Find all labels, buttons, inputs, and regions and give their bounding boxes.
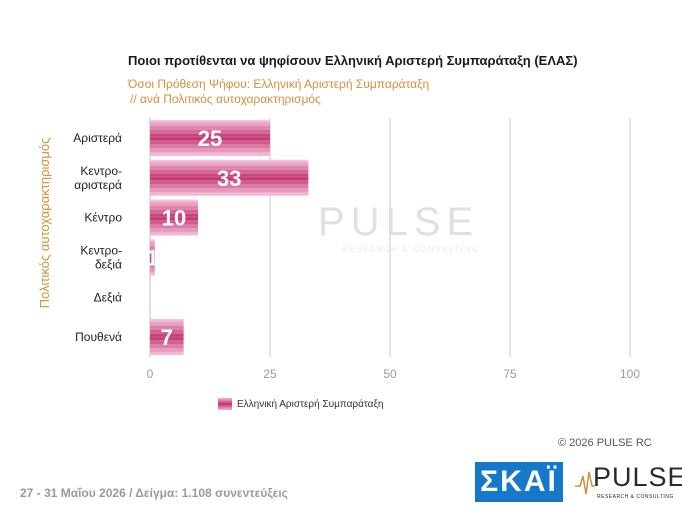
- data-label: 33: [217, 166, 241, 191]
- x-tick-label: 75: [503, 367, 517, 381]
- category-label: Αριστερά: [73, 131, 122, 145]
- bar-texture: [150, 159, 309, 196]
- survey-footer: 27 - 31 Μαΐου 2026 / Δείγμα: 1.108 συνεν…: [20, 486, 288, 500]
- subtitle-line-1: Όσοι Πρόθεση Ψήφου: Ελληνική Αριστερή Συ…: [128, 77, 430, 91]
- x-tick-label: 100: [620, 367, 640, 381]
- pulse-wave-icon: [575, 471, 595, 495]
- x-tick-label: 50: [383, 367, 397, 381]
- bar-texture: [150, 239, 155, 276]
- chart-subtitle: Όσοι Πρόθεση Ψήφου: Ελληνική Αριστερή Συ…: [128, 77, 548, 107]
- legend-label: Ελληνική Αριστερή Συμπαράταξη: [237, 398, 384, 410]
- bar-texture: [150, 319, 184, 356]
- x-tick-label: 25: [263, 367, 277, 381]
- data-label: 10: [162, 206, 186, 231]
- subtitle-line-2: // ανά Πολιτικός αυτοχαρακτηρισμός: [130, 92, 321, 106]
- x-tick-label: 0: [147, 367, 154, 381]
- chart-title: Ποιοι προτίθενται να ψηφίσουν Ελληνική Α…: [128, 53, 578, 68]
- bar-texture: [150, 119, 270, 156]
- skai-logo: ΣΚΑΪ: [475, 462, 563, 502]
- pulse-logo-word: PULSE: [593, 462, 682, 492]
- legend-swatch: [218, 398, 232, 410]
- pulse-logo-sub: RESEARCH & CONSULTING: [597, 494, 674, 500]
- pulse-logo: PULSE RESEARCH & CONSULTING: [575, 462, 682, 504]
- category-label: Κεντρο-δεξιά: [80, 243, 122, 271]
- category-label: Κέντρο: [84, 211, 122, 225]
- legend: Ελληνική Αριστερή Συμπαράταξη: [218, 398, 383, 410]
- bar-texture: [150, 199, 198, 236]
- data-label: 25: [198, 126, 222, 151]
- category-label: Πουθενά: [75, 330, 122, 344]
- data-label: 7: [161, 325, 173, 350]
- category-label: Κεντρο-αριστερά: [74, 164, 122, 192]
- data-label: 1: [146, 245, 158, 270]
- copyright: © 2026 PULSE RC: [558, 437, 652, 449]
- bar-chart: 0 25 50 75 100 Αριστερά 25 Κεντρο-αριστερά 33 Κέν…: [73, 118, 640, 381]
- category-label: Δεξιά: [94, 290, 122, 304]
